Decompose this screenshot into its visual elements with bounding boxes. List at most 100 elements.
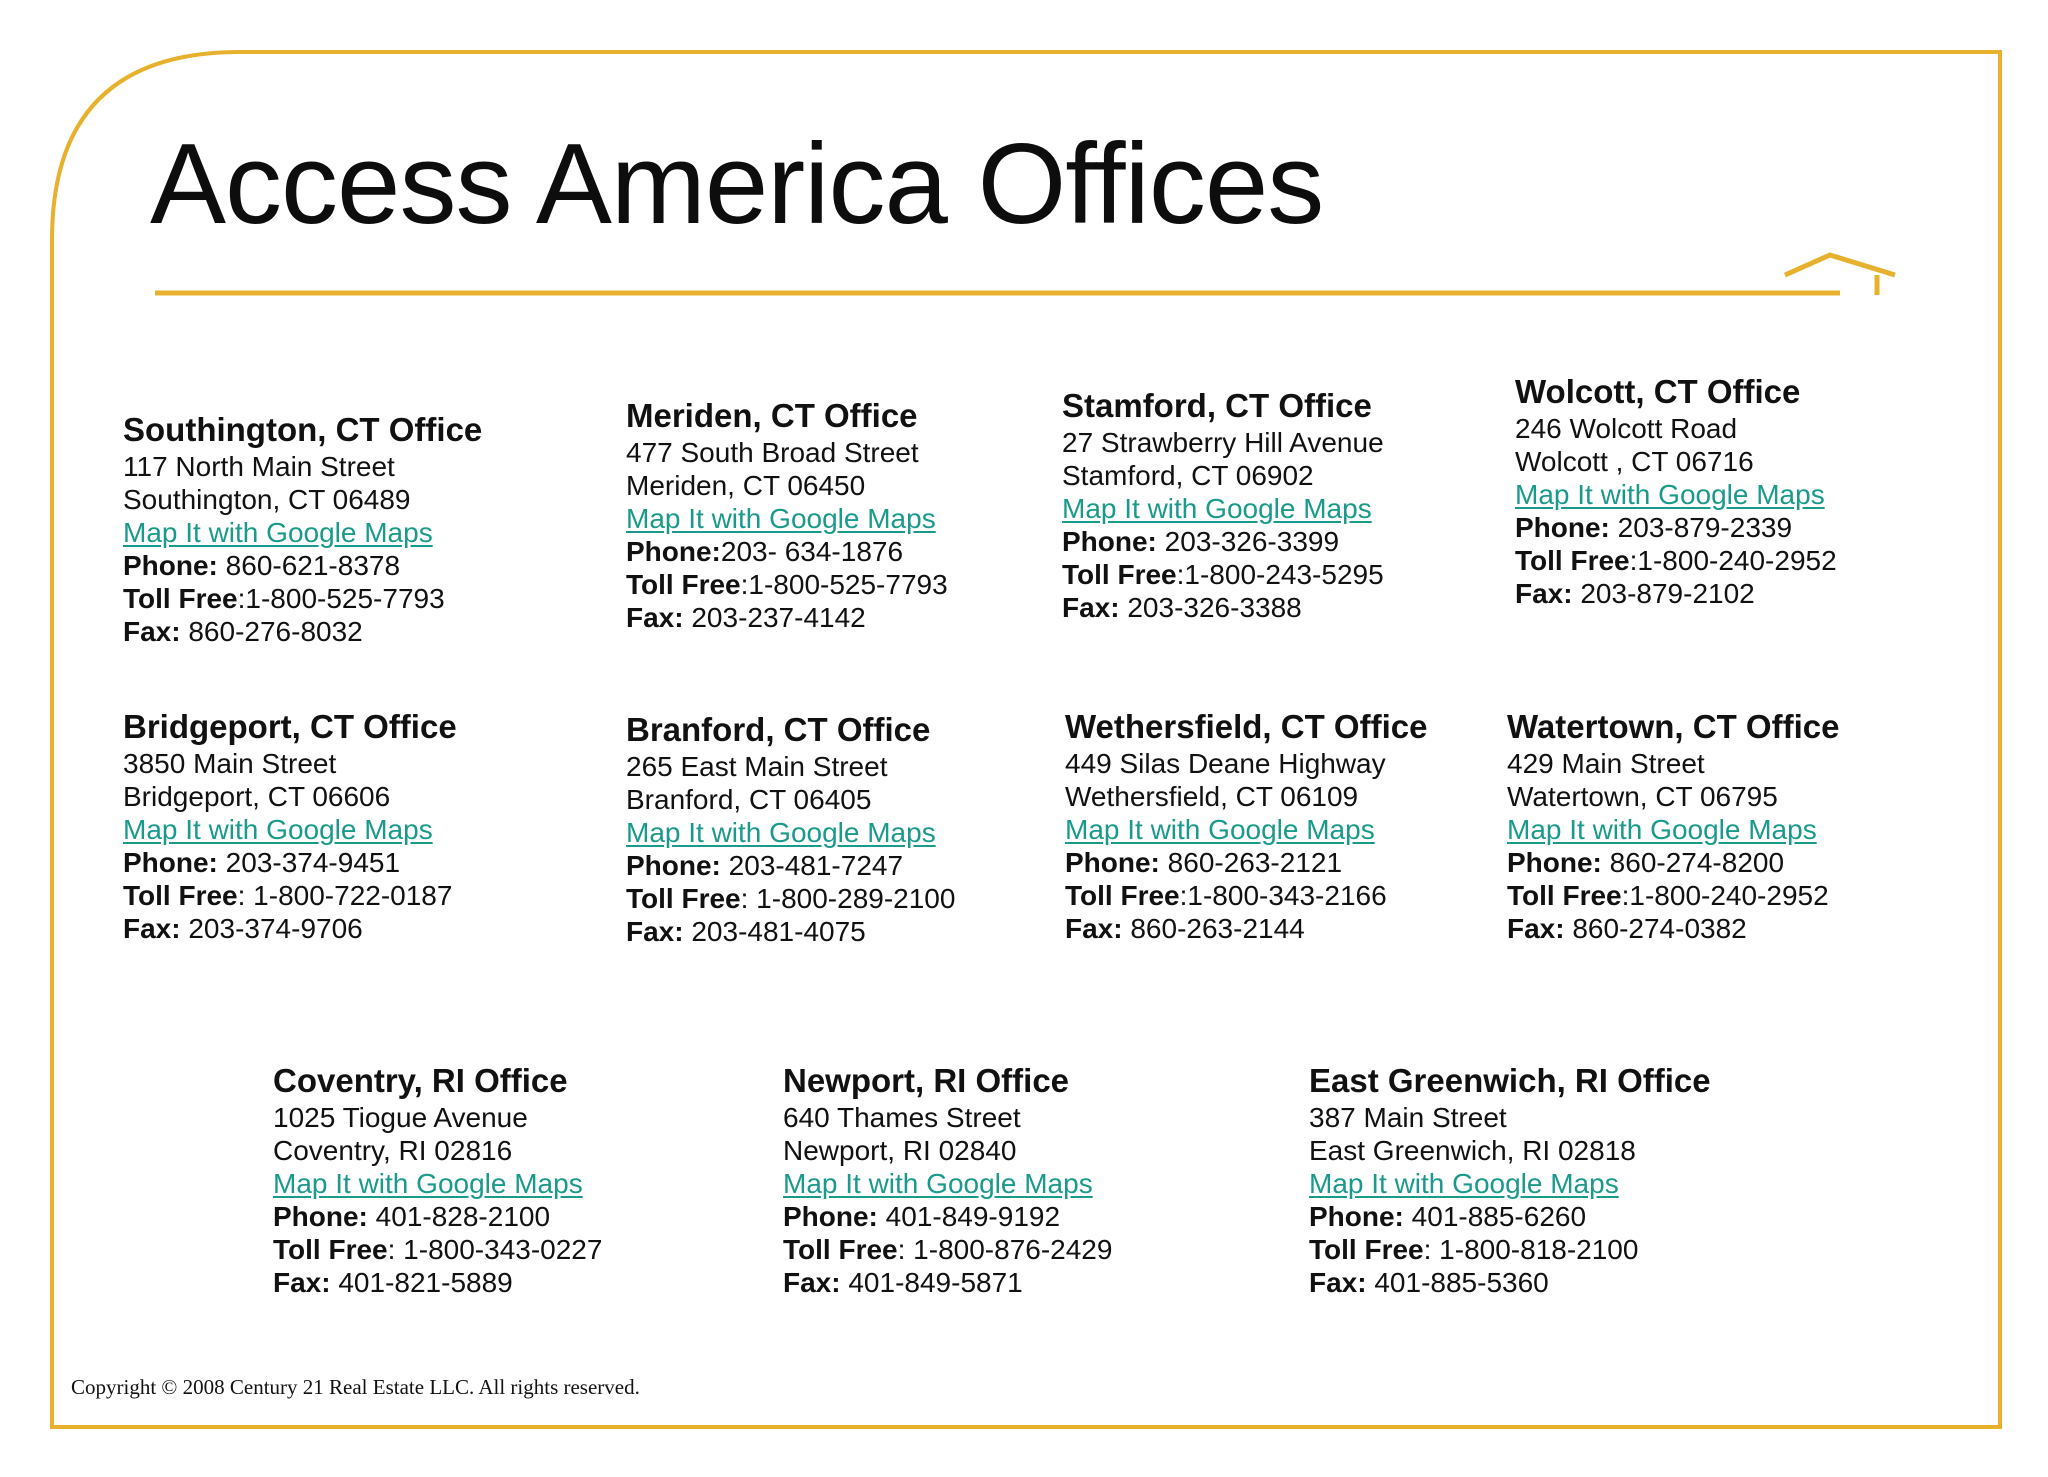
google-maps-link[interactable]: Map It with Google Maps: [1062, 493, 1372, 524]
phone-row: Phone: 860-274-8200: [1507, 846, 1839, 879]
office-name: Wolcott, CT Office: [1515, 373, 1801, 410]
office-city: Watertown, CT 06795: [1507, 781, 1778, 812]
office-street: 27 Strawberry Hill Avenue: [1062, 427, 1384, 458]
phone-label: Phone:: [1309, 1201, 1404, 1232]
phone-value: 203-326-3399: [1156, 526, 1340, 557]
toll-free-value: : 1-800-289-2100: [740, 883, 956, 914]
fax-value: 860-274-0382: [1564, 913, 1747, 944]
office-street: 477 South Broad Street: [626, 437, 919, 468]
office-name: Coventry, RI Office: [273, 1062, 568, 1099]
fax-label: Fax:: [1062, 592, 1120, 623]
office-card: Watertown, CT Office 429 Main Street Water…: [1507, 707, 1839, 945]
toll-free-label: Toll Free: [1309, 1234, 1424, 1265]
phone-row: Phone: 203-374-9451: [123, 846, 457, 879]
toll-free-row: Toll Free: 1-800-289-2100: [626, 882, 955, 915]
office-city: Branford, CT 06405: [626, 784, 872, 815]
fax-label: Fax:: [1515, 578, 1573, 609]
toll-free-label: Toll Free: [123, 583, 238, 614]
office-name: Bridgeport, CT Office: [123, 708, 457, 745]
toll-free-label: Toll Free: [783, 1234, 898, 1265]
fax-label: Fax:: [123, 913, 181, 944]
fax-row: Fax: 203-374-9706: [123, 912, 457, 945]
phone-label: Phone:: [783, 1201, 878, 1232]
phone-value: 203-374-9451: [217, 847, 401, 878]
phone-label: Phone:: [273, 1201, 368, 1232]
phone-value: 860-263-2121: [1159, 847, 1343, 878]
office-street: 117 North Main Street: [123, 451, 395, 482]
google-maps-link[interactable]: Map It with Google Maps: [626, 817, 936, 848]
office-city: Newport, RI 02840: [783, 1135, 1017, 1166]
toll-free-row: Toll Free:1-800-240-2952: [1515, 544, 1837, 577]
toll-free-value: :1-800-240-2952: [1629, 545, 1837, 576]
google-maps-link[interactable]: Map It with Google Maps: [626, 503, 936, 534]
office-city: Southington, CT 06489: [123, 484, 411, 515]
office-card: Wolcott, CT Office 246 Wolcott Road Wolcot…: [1515, 372, 1837, 610]
phone-row: Phone:203- 634-1876: [626, 535, 948, 568]
office-street: 3850 Main Street: [123, 748, 337, 779]
fax-value: 401-821-5889: [330, 1267, 513, 1298]
toll-free-value: :1-800-525-7793: [237, 583, 445, 614]
fax-value: 203-481-4075: [683, 916, 866, 947]
toll-free-label: Toll Free: [1507, 880, 1622, 911]
fax-row: Fax: 401-849-5871: [783, 1266, 1112, 1299]
fax-value: 203-374-9706: [180, 913, 363, 944]
toll-free-label: Toll Free: [1062, 559, 1177, 590]
toll-free-row: Toll Free: 1-800-818-2100: [1309, 1233, 1711, 1266]
phone-label: Phone:: [626, 850, 721, 881]
google-maps-link[interactable]: Map It with Google Maps: [1065, 814, 1375, 845]
office-name: Branford, CT Office: [626, 711, 931, 748]
toll-free-label: Toll Free: [1515, 545, 1630, 576]
office-street: 265 East Main Street: [626, 751, 888, 782]
toll-free-row: Toll Free: 1-800-722-0187: [123, 879, 457, 912]
fax-label: Fax:: [1309, 1267, 1367, 1298]
office-city: East Greenwich, RI 02818: [1309, 1135, 1636, 1166]
toll-free-row: Toll Free:1-800-525-7793: [123, 582, 482, 615]
google-maps-link[interactable]: Map It with Google Maps: [783, 1168, 1093, 1199]
google-maps-link[interactable]: Map It with Google Maps: [123, 814, 433, 845]
toll-free-value: : 1-800-818-2100: [1423, 1234, 1639, 1265]
phone-value: 203-481-7247: [720, 850, 904, 881]
phone-value: 860-274-8200: [1601, 847, 1785, 878]
phone-row: Phone: 203-879-2339: [1515, 511, 1837, 544]
phone-label: Phone:: [1062, 526, 1157, 557]
phone-value: 401-885-6260: [1403, 1201, 1587, 1232]
fax-value: 203-879-2102: [1572, 578, 1755, 609]
google-maps-link[interactable]: Map It with Google Maps: [1507, 814, 1817, 845]
fax-row: Fax: 203-326-3388: [1062, 591, 1384, 624]
phone-value: 401-849-9192: [877, 1201, 1061, 1232]
phone-label: Phone:: [1065, 847, 1160, 878]
toll-free-label: Toll Free: [273, 1234, 388, 1265]
fax-label: Fax:: [783, 1267, 841, 1298]
toll-free-row: Toll Free:1-800-243-5295: [1062, 558, 1384, 591]
office-card: Meriden, CT Office 477 South Broad Street…: [626, 396, 948, 634]
toll-free-value: : 1-800-343-0227: [387, 1234, 603, 1265]
phone-row: Phone: 203-481-7247: [626, 849, 955, 882]
office-city: Wolcott , CT 06716: [1515, 446, 1754, 477]
fax-value: 401-849-5871: [840, 1267, 1023, 1298]
office-name: Southington, CT Office: [123, 411, 483, 448]
google-maps-link[interactable]: Map It with Google Maps: [1515, 479, 1825, 510]
fax-label: Fax:: [626, 602, 684, 633]
fax-value: 860-263-2144: [1122, 913, 1305, 944]
office-card: Branford, CT Office 265 East Main Street B…: [626, 710, 955, 948]
phone-row: Phone: 401-828-2100: [273, 1200, 602, 1233]
office-city: Meriden, CT 06450: [626, 470, 866, 501]
fax-label: Fax:: [273, 1267, 331, 1298]
fax-value: 203-237-4142: [683, 602, 866, 633]
office-card: Coventry, RI Office 1025 Tiogue Avenue Cov…: [273, 1061, 602, 1299]
google-maps-link[interactable]: Map It with Google Maps: [123, 517, 433, 548]
fax-row: Fax: 401-821-5889: [273, 1266, 602, 1299]
toll-free-row: Toll Free:1-800-240-2952: [1507, 879, 1839, 912]
google-maps-link[interactable]: Map It with Google Maps: [1309, 1168, 1619, 1199]
fax-label: Fax:: [1065, 913, 1123, 944]
office-name: Meriden, CT Office: [626, 397, 918, 434]
office-street: 449 Silas Deane Highway: [1065, 748, 1386, 779]
office-name: Newport, RI Office: [783, 1062, 1070, 1099]
fax-row: Fax: 203-481-4075: [626, 915, 955, 948]
office-name: Wethersfield, CT Office: [1065, 708, 1428, 745]
copyright-notice: Copyright © 2008 Century 21 Real Estate …: [71, 1375, 640, 1399]
toll-free-value: :1-800-240-2952: [1621, 880, 1829, 911]
office-street: 246 Wolcott Road: [1515, 413, 1738, 444]
google-maps-link[interactable]: Map It with Google Maps: [273, 1168, 583, 1199]
office-street: 640 Thames Street: [783, 1102, 1021, 1133]
